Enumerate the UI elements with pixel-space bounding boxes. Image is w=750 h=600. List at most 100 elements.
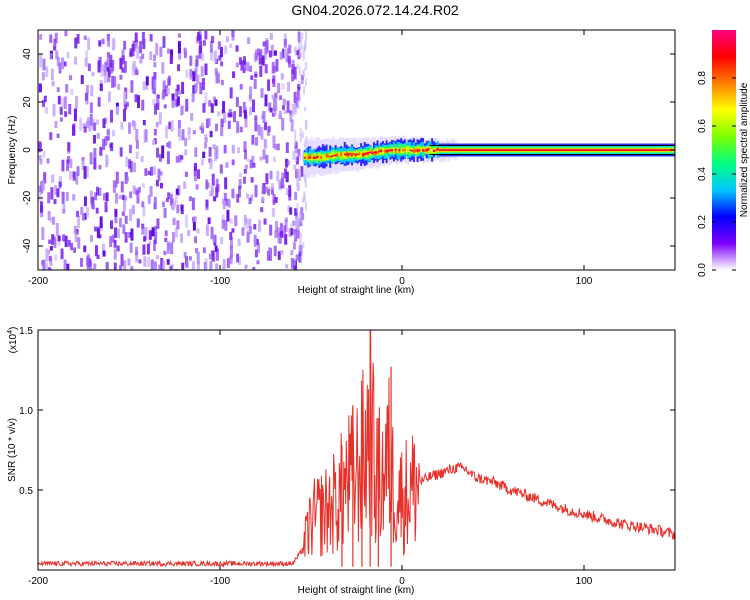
noise-cell	[237, 147, 241, 154]
signal-band	[602, 149, 605, 151]
noise-cell	[166, 142, 170, 148]
signal-band	[371, 152, 374, 155]
noise-cell	[229, 112, 233, 118]
noise-cell	[50, 68, 54, 81]
noise-cell	[231, 144, 235, 154]
colorbar-tick-label: 0.0	[697, 263, 708, 277]
noise-cell	[196, 228, 200, 234]
signal-band	[571, 149, 574, 151]
snr-scale-label: (x104)	[7, 327, 19, 354]
signal-band	[367, 151, 370, 154]
noise-cell	[215, 263, 219, 270]
noise-cell	[124, 232, 128, 243]
noise-cell	[221, 266, 225, 270]
noise-cell	[246, 232, 250, 243]
noise-cell	[270, 187, 274, 195]
noise-cell	[99, 216, 103, 229]
signal-band	[347, 152, 350, 156]
signal-band	[538, 149, 541, 151]
signal-band	[505, 149, 508, 151]
noise-cell	[216, 184, 220, 193]
signal-band	[369, 151, 372, 154]
noise-cell	[208, 253, 212, 260]
noise-cell	[292, 220, 296, 226]
noise-cell	[49, 34, 53, 43]
noise-cell	[98, 40, 102, 47]
noise-cell	[207, 118, 211, 127]
noise-cell	[262, 111, 266, 123]
noise-cell	[300, 232, 303, 240]
noise-cell	[107, 69, 111, 78]
noise-cell	[196, 261, 200, 270]
noise-cell	[225, 162, 229, 168]
signal-band	[385, 150, 388, 153]
noise-cell	[233, 193, 237, 199]
noise-cell	[162, 80, 166, 92]
signal-band	[340, 152, 343, 157]
noise-cell	[129, 160, 133, 173]
noise-cell	[238, 106, 242, 117]
noise-cell	[66, 52, 70, 59]
signal-band	[423, 149, 426, 153]
noise-cell	[196, 74, 200, 85]
noise-cell	[284, 168, 288, 179]
signal-band	[633, 149, 636, 151]
noise-cell	[302, 50, 305, 61]
noise-cell	[161, 145, 165, 159]
noise-cell	[128, 208, 132, 221]
signal-band	[596, 149, 599, 151]
signal-band	[422, 149, 425, 152]
noise-cell	[290, 250, 294, 256]
y-tick-label: 20	[22, 96, 33, 108]
noise-cell	[181, 81, 185, 94]
x-tick-label: -100	[210, 276, 230, 287]
noise-cell	[131, 205, 135, 215]
noise-cell	[82, 213, 86, 221]
noise-cell	[142, 119, 146, 126]
noise-cell	[274, 220, 278, 233]
signal-band	[420, 147, 423, 153]
signal-band	[534, 149, 537, 151]
signal-band	[327, 154, 330, 158]
noise-cell	[299, 134, 302, 142]
signal-band	[312, 157, 315, 160]
noise-cell	[218, 55, 222, 61]
noise-cell	[210, 186, 214, 197]
noise-cell	[265, 186, 269, 193]
noise-cell	[246, 61, 250, 72]
noise-cell	[128, 144, 132, 154]
noise-cell	[268, 102, 272, 111]
noise-cell	[124, 172, 128, 185]
noise-cell	[302, 242, 305, 249]
noise-cell	[60, 248, 64, 260]
noise-cell	[215, 186, 219, 198]
noise-cell	[162, 36, 166, 48]
noise-cell	[300, 166, 304, 177]
noise-cell	[241, 227, 245, 236]
noise-cell	[159, 171, 163, 176]
signal-band	[311, 154, 313, 162]
noise-cell	[105, 261, 109, 270]
noise-cell	[153, 79, 157, 90]
noise-cell	[184, 149, 188, 156]
noise-cell	[231, 30, 235, 37]
chart-title: GN04.2026.072.14.24.R02	[291, 2, 459, 18]
signal-band	[460, 149, 463, 151]
noise-cell	[236, 253, 240, 263]
noise-cell	[283, 48, 287, 60]
signal-band	[649, 149, 652, 151]
noise-cell	[58, 62, 62, 74]
noise-cell	[209, 261, 213, 270]
noise-cell	[177, 41, 181, 54]
noise-cell	[65, 192, 69, 202]
noise-cell	[98, 187, 102, 196]
noise-cell	[250, 75, 254, 80]
signal-band	[604, 149, 607, 151]
noise-cell	[69, 75, 73, 81]
noise-cell	[66, 159, 70, 171]
noise-cell	[132, 185, 136, 194]
noise-cell	[205, 224, 209, 236]
signal-band	[480, 149, 483, 151]
